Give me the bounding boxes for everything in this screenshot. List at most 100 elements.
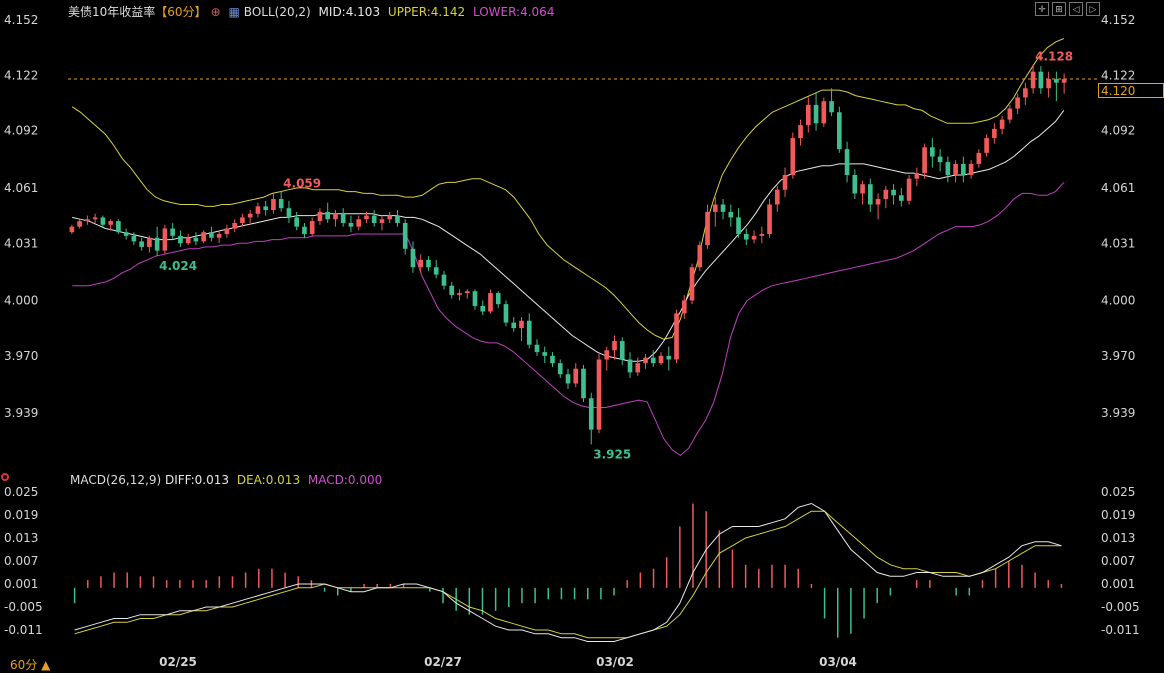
candle-body	[278, 198, 284, 209]
macd-y-tick-label-left: 0.007	[4, 554, 38, 568]
candle-body	[255, 206, 261, 214]
candle-body	[650, 357, 656, 364]
x-tick-label: 02/27	[424, 655, 462, 669]
low-annotation: 4.024	[159, 259, 197, 273]
candle-body	[379, 219, 385, 223]
low-annotation: 3.925	[593, 447, 631, 461]
candle-body	[224, 228, 230, 235]
chart-toolbar: ✛ ⊞ ◁ ▷	[1035, 2, 1100, 16]
candle-body	[209, 232, 214, 238]
candle-body	[868, 184, 873, 205]
candle-body	[906, 178, 912, 201]
candle-body	[844, 149, 850, 175]
candle-body	[782, 174, 788, 190]
candle-body	[774, 189, 780, 205]
boll-lower-line	[72, 182, 1065, 457]
candle-body	[875, 198, 881, 205]
last-price-tag: 4.120	[1098, 83, 1164, 98]
candle-body	[240, 217, 245, 223]
high-annotation: 4.059	[283, 177, 321, 191]
next-icon[interactable]: ▷	[1086, 2, 1100, 16]
y-tick-label-left: 3.970	[4, 349, 38, 363]
instrument-title[interactable]: 美债10年收益率	[68, 5, 156, 19]
candle-body	[387, 215, 393, 220]
fit-icon[interactable]: ⊞	[1052, 2, 1066, 16]
add-icon[interactable]: ⊕	[210, 5, 221, 19]
candle-body	[472, 291, 478, 306]
candle-body	[1030, 71, 1036, 89]
candle-body	[441, 274, 447, 286]
candle-body	[108, 221, 113, 225]
candle-body	[937, 156, 943, 163]
macd-dea-value: DEA:0.013	[236, 473, 301, 487]
candle-body	[116, 221, 121, 233]
candle-body	[418, 259, 424, 268]
candle-body	[984, 138, 989, 153]
period-label[interactable]: 【60分】	[155, 5, 207, 19]
candle-body	[697, 245, 703, 268]
candle-body	[364, 215, 369, 220]
candle-body	[829, 101, 834, 113]
record-icon[interactable]	[1, 473, 9, 481]
period-selector[interactable]: 60分 ▲	[10, 658, 51, 672]
candle-body	[666, 355, 672, 360]
candle-body	[488, 293, 493, 312]
candle-body	[619, 341, 625, 360]
candle-body	[751, 235, 757, 240]
candle-body	[573, 368, 579, 384]
candle-body	[999, 119, 1005, 129]
candle-body	[681, 300, 687, 314]
y-tick-label: 3.939	[1101, 406, 1135, 420]
y-tick-label-left: 3.939	[4, 406, 38, 420]
candle-body	[976, 152, 982, 164]
y-tick-label-left: 4.000	[4, 293, 38, 307]
candle-body	[92, 217, 98, 220]
candle-body	[1007, 108, 1013, 120]
candle-body	[333, 213, 338, 220]
y-tick-label-left: 4.152	[4, 13, 38, 27]
x-tick-label: 02/25	[159, 655, 197, 669]
candle-body	[402, 222, 408, 249]
prev-icon[interactable]: ◁	[1069, 2, 1083, 16]
boll-lower-value: LOWER:4.064	[472, 5, 555, 19]
boll-label[interactable]: BOLL(20,2)	[243, 5, 311, 19]
candle-body	[953, 163, 958, 175]
candle-body	[581, 368, 586, 399]
candle-body	[154, 237, 160, 251]
macd-y-tick-label: -0.005	[1101, 600, 1140, 614]
candle-body	[131, 235, 137, 242]
candle-body	[201, 232, 206, 242]
macd-label[interactable]: MACD(26,12,9)	[70, 473, 162, 487]
candle-body	[139, 241, 144, 247]
macd-y-tick-label: 0.019	[1101, 508, 1135, 522]
macd-y-tick-label-left: -0.011	[4, 623, 43, 637]
candle-body	[534, 344, 540, 353]
candle-body	[643, 357, 648, 364]
candle-body	[883, 189, 889, 199]
candle-body	[77, 221, 82, 227]
candle-body	[495, 293, 501, 305]
candle-body	[1046, 79, 1051, 89]
y-tick-label-left: 4.122	[4, 68, 38, 82]
macd-y-tick-label-left: -0.005	[4, 600, 43, 614]
x-tick-label: 03/04	[819, 655, 857, 669]
candle-body	[85, 219, 90, 222]
candle-body	[767, 204, 772, 235]
chart-header: 美债10年收益率【60分】 ⊕ ▦ BOLL(20,2) MID:4.103 UPP…	[68, 3, 558, 20]
macd-y-tick-label: 0.007	[1101, 554, 1135, 568]
y-tick-label: 3.970	[1101, 349, 1135, 363]
crosshair-icon[interactable]: ✛	[1035, 2, 1049, 16]
candle-body	[891, 189, 896, 196]
y-tick-label: 4.000	[1101, 293, 1135, 307]
candle-body	[170, 228, 175, 236]
candle-body	[1038, 71, 1044, 89]
candle-body	[759, 234, 765, 236]
candle-body	[899, 195, 904, 201]
y-tick-label: 4.152	[1101, 13, 1135, 27]
candle-body	[426, 259, 431, 268]
candle-body	[720, 204, 726, 212]
candle-body	[557, 363, 563, 375]
candle-body	[992, 128, 997, 139]
candle-body	[433, 267, 439, 275]
